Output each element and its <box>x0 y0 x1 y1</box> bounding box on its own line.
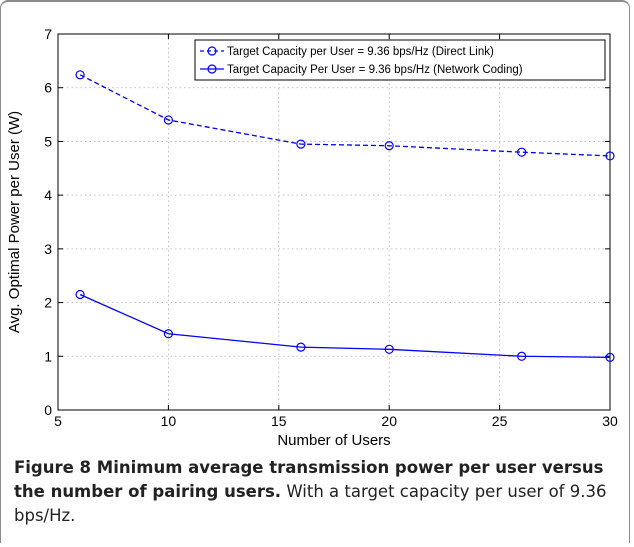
data-point-direct-link <box>384 141 394 151</box>
data-point-network-coding <box>605 352 615 362</box>
data-point-direct-link <box>75 70 85 80</box>
x-tick-label: 5 <box>54 413 62 429</box>
y-tick-label: 4 <box>44 187 52 203</box>
data-point-network-coding <box>75 289 85 300</box>
x-tick-label: 30 <box>602 413 618 429</box>
y-axis-label: Avg. Optimal Power per User (W) <box>6 111 23 333</box>
grid <box>58 34 610 410</box>
x-tick-label: 10 <box>161 413 177 429</box>
legend-entry-direct-link: Target Capacity per User = 9.36 bps/Hz (… <box>227 46 494 58</box>
data-point-direct-link <box>605 151 615 161</box>
y-tick-label: 1 <box>44 348 52 364</box>
y-tick-label: 7 <box>44 26 52 42</box>
data-point-direct-link <box>296 139 306 149</box>
ticks <box>57 33 611 411</box>
y-tick-label: 3 <box>44 241 52 257</box>
line-chart: 5 10 15 20 25 30 0 1 2 3 4 5 6 7 Number of Users Avg… <box>6 26 618 449</box>
y-tick-label: 6 <box>44 80 52 96</box>
y-tick-labels: 0 1 2 3 4 5 6 7 <box>44 26 52 418</box>
series-line-network-coding <box>79 293 611 359</box>
x-tick-label: 25 <box>492 413 508 429</box>
data-point-direct-link <box>163 115 173 125</box>
caption-text: With a target capacity per user of 9.36 … <box>14 482 607 525</box>
y-tick-label: 0 <box>44 402 52 418</box>
data-point-direct-link <box>517 147 527 157</box>
figure-caption: Figure 8 Minimum average transmission po… <box>14 456 614 528</box>
y-tick-label: 2 <box>44 295 52 311</box>
series <box>75 70 615 362</box>
data-point-network-coding <box>296 342 306 352</box>
x-tick-label: 15 <box>271 413 287 429</box>
legend-box <box>194 39 606 81</box>
legend: Target Capacity per User = 9.36 bps/Hz (… <box>194 39 606 81</box>
legend-marker-network-coding <box>207 64 217 74</box>
plot-area <box>57 33 611 411</box>
x-tick-labels: 5 10 15 20 25 30 <box>54 413 618 429</box>
data-point-network-coding <box>163 329 173 339</box>
data-point-network-coding <box>384 344 394 354</box>
series-line-direct-link <box>79 74 611 157</box>
y-tick-label: 5 <box>44 133 52 149</box>
legend-entry-network-coding: Target Capacity Per User = 9.36 bps/Hz (… <box>227 64 523 76</box>
x-axis-label: Number of Users <box>277 432 390 449</box>
data-point-network-coding <box>517 351 527 361</box>
caption-title: Figure 8 Minimum average transmission po… <box>14 458 604 501</box>
legend-marker-direct-link <box>207 46 217 56</box>
x-tick-label: 20 <box>381 413 397 429</box>
